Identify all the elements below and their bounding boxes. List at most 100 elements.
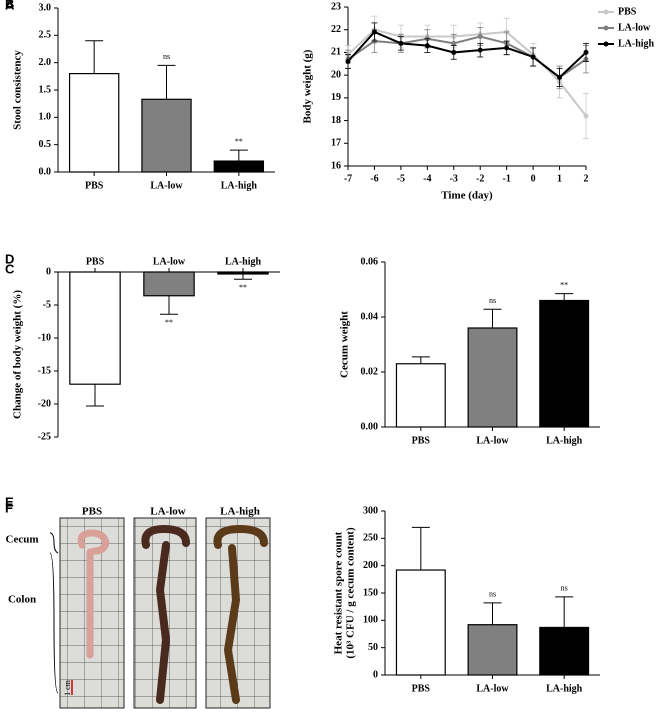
bar — [69, 271, 121, 385]
x-tick-label: LA-low — [153, 256, 186, 267]
significance-label: ns — [489, 590, 496, 599]
brace — [49, 532, 59, 694]
point — [398, 40, 404, 46]
y-tick-label: -25 — [38, 431, 51, 442]
y-tick-label: 3.0 — [39, 2, 52, 13]
point — [477, 34, 483, 40]
y-axis-label: Body weight (g) — [302, 49, 314, 123]
point — [583, 49, 589, 55]
panel-letter: A — [5, 0, 15, 12]
point — [557, 74, 563, 80]
x-tick-label: LA-high — [225, 256, 262, 267]
y-tick-label: 0.0 — [39, 166, 52, 177]
error-bar — [411, 526, 430, 571]
x-tick-label: PBS — [86, 256, 105, 267]
error-bar — [157, 64, 176, 100]
series-line — [347, 30, 587, 79]
error-bar — [160, 295, 178, 315]
x-tick-label: -3 — [450, 173, 458, 184]
segment-label: Cecum — [6, 534, 39, 546]
significance-label: ** — [239, 283, 247, 292]
error-bar — [483, 308, 502, 328]
error-bar — [85, 40, 104, 74]
y-tick-label: -20 — [38, 398, 51, 409]
y-tick-label: 300 — [363, 505, 378, 516]
y-tick-label: 22 — [331, 24, 341, 35]
legend-marker — [603, 25, 609, 31]
bar — [539, 626, 590, 676]
significance-label: ** — [560, 280, 568, 289]
x-tick-label: LA-low — [476, 683, 509, 694]
point — [451, 49, 457, 55]
x-tick-label: PBS — [85, 180, 104, 191]
x-tick-label: LA-high — [221, 180, 258, 191]
y-tick-label: 20 — [331, 69, 341, 80]
bar — [143, 271, 195, 297]
x-axis-label: Time (day) — [441, 190, 493, 202]
y-axis-label: (10³ CFU / g cecum content) — [345, 527, 357, 659]
x-tick-label: LA-low — [150, 180, 183, 191]
panel-letter: C — [5, 261, 15, 276]
y-tick-label: 2.5 — [39, 30, 52, 41]
y-tick-label: 50 — [368, 642, 378, 653]
significance-label: ** — [165, 318, 173, 327]
bar — [217, 271, 269, 275]
point — [371, 29, 377, 35]
bar — [539, 299, 590, 428]
y-tick-label: 23 — [331, 1, 341, 12]
y-tick-label: 200 — [363, 560, 378, 571]
significance-label: ** — [235, 137, 243, 146]
bar — [395, 569, 446, 676]
point — [424, 43, 430, 49]
legend-label: PBS — [618, 6, 637, 17]
point — [583, 113, 589, 119]
bar — [213, 160, 265, 173]
specimen — [141, 524, 190, 704]
bar — [467, 327, 518, 428]
x-tick-label: LA-high — [546, 435, 583, 446]
x-tick-label: PBS — [412, 435, 431, 446]
point — [451, 40, 457, 46]
x-tick-label: -7 — [344, 173, 352, 184]
photo — [205, 517, 271, 709]
y-tick-label: 150 — [363, 587, 378, 598]
y-tick-label: 21 — [331, 47, 341, 58]
column-label: PBS — [82, 506, 102, 518]
x-tick-label: -6 — [370, 173, 378, 184]
significance-label: ns — [561, 584, 568, 593]
photo-panel: E 1 cm PBS LA-low LA-high Cecum Colon — [5, 494, 271, 709]
panel-letter: B — [5, 0, 14, 11]
significance-label: ns — [163, 52, 170, 61]
error-bar — [229, 149, 248, 162]
y-tick-label: 0.06 — [361, 256, 379, 267]
x-tick-label: LA-low — [476, 435, 509, 446]
bar — [395, 363, 446, 428]
panel-letter: E — [5, 494, 14, 509]
significance-label: ns — [489, 296, 496, 305]
x-tick-label: 2 — [584, 173, 589, 184]
x-tick-label: -1 — [502, 173, 510, 184]
error-bar — [86, 384, 104, 407]
y-tick-label: 17 — [331, 138, 341, 149]
y-tick-label: 0 — [373, 669, 378, 680]
x-tick-label: -5 — [397, 173, 405, 184]
error-bar — [411, 356, 430, 364]
y-tick-label: 2.0 — [39, 57, 52, 68]
x-tick-label: 1 — [557, 173, 562, 184]
y-tick-label: 0.02 — [361, 366, 379, 377]
x-tick-label: -4 — [423, 173, 431, 184]
bar — [68, 72, 120, 173]
panel-letter: F — [5, 500, 13, 515]
error-bar — [234, 273, 252, 280]
x-tick-label: PBS — [412, 683, 431, 694]
legend-label: LA-high — [618, 38, 655, 49]
panel-letter: D — [5, 251, 14, 266]
column-label: LA-high — [220, 506, 260, 518]
y-tick-label: 16 — [331, 160, 341, 171]
y-tick-label: 250 — [363, 533, 378, 544]
y-tick-label: -5 — [43, 299, 51, 310]
column-label: LA-low — [150, 506, 186, 518]
point — [345, 59, 351, 65]
y-tick-label: 0.04 — [361, 311, 379, 322]
